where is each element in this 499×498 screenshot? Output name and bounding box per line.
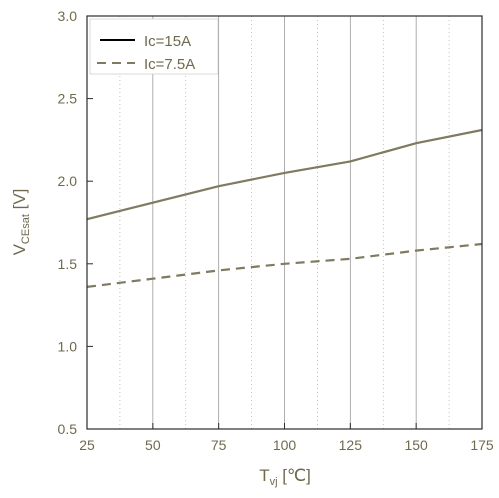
- y-tick-label-3.0: 3.0: [58, 8, 78, 24]
- series-line-ic7-5: [86, 242, 483, 288]
- x-axis-title-sub: vj: [270, 476, 278, 488]
- y-tick-label-2.0: 2.0: [58, 173, 78, 189]
- x-axis-title: Tvj [℃]: [259, 466, 311, 488]
- y-axis-title: VCEsat [V]: [10, 189, 32, 256]
- y-axis-title-main: V: [10, 243, 29, 255]
- x-tick-label-25: 25: [79, 437, 95, 453]
- x-tick-label-175: 175: [470, 437, 494, 453]
- legend: Ic=15A Ic=7.5A: [89, 18, 219, 75]
- y-tick-label-1.5: 1.5: [58, 256, 78, 272]
- y-axis-title-sub: CEsat: [20, 214, 32, 244]
- x-tick-label-75: 75: [211, 437, 227, 453]
- grid-lines: [119, 16, 450, 429]
- y-axis-title-unit: [V]: [10, 189, 29, 215]
- x-axis-title-main: T: [259, 466, 269, 485]
- x-tick-label-150: 150: [404, 437, 428, 453]
- x-tick-label-100: 100: [273, 437, 297, 453]
- axis-ticks: 25 50 75 100 125 150 175 0.5 1.0 1.5 2.0 2.5 3.0: [58, 8, 494, 453]
- x-tick-label-50: 50: [145, 437, 161, 453]
- legend-box: [89, 18, 219, 75]
- legend-label-ic15: Ic=15A: [144, 33, 191, 50]
- legend-label-ic7-5: Ic=7.5A: [144, 56, 195, 73]
- y-tick-label-2.5: 2.5: [58, 91, 78, 107]
- series-layer: [86, 128, 483, 288]
- x-axis-title-unit: [℃]: [278, 466, 311, 485]
- y-tick-label-1.0: 1.0: [58, 338, 78, 354]
- y-tick-label-0.5: 0.5: [58, 421, 78, 437]
- series-line-ic15: [86, 128, 483, 221]
- x-tick-label-125: 125: [339, 437, 363, 453]
